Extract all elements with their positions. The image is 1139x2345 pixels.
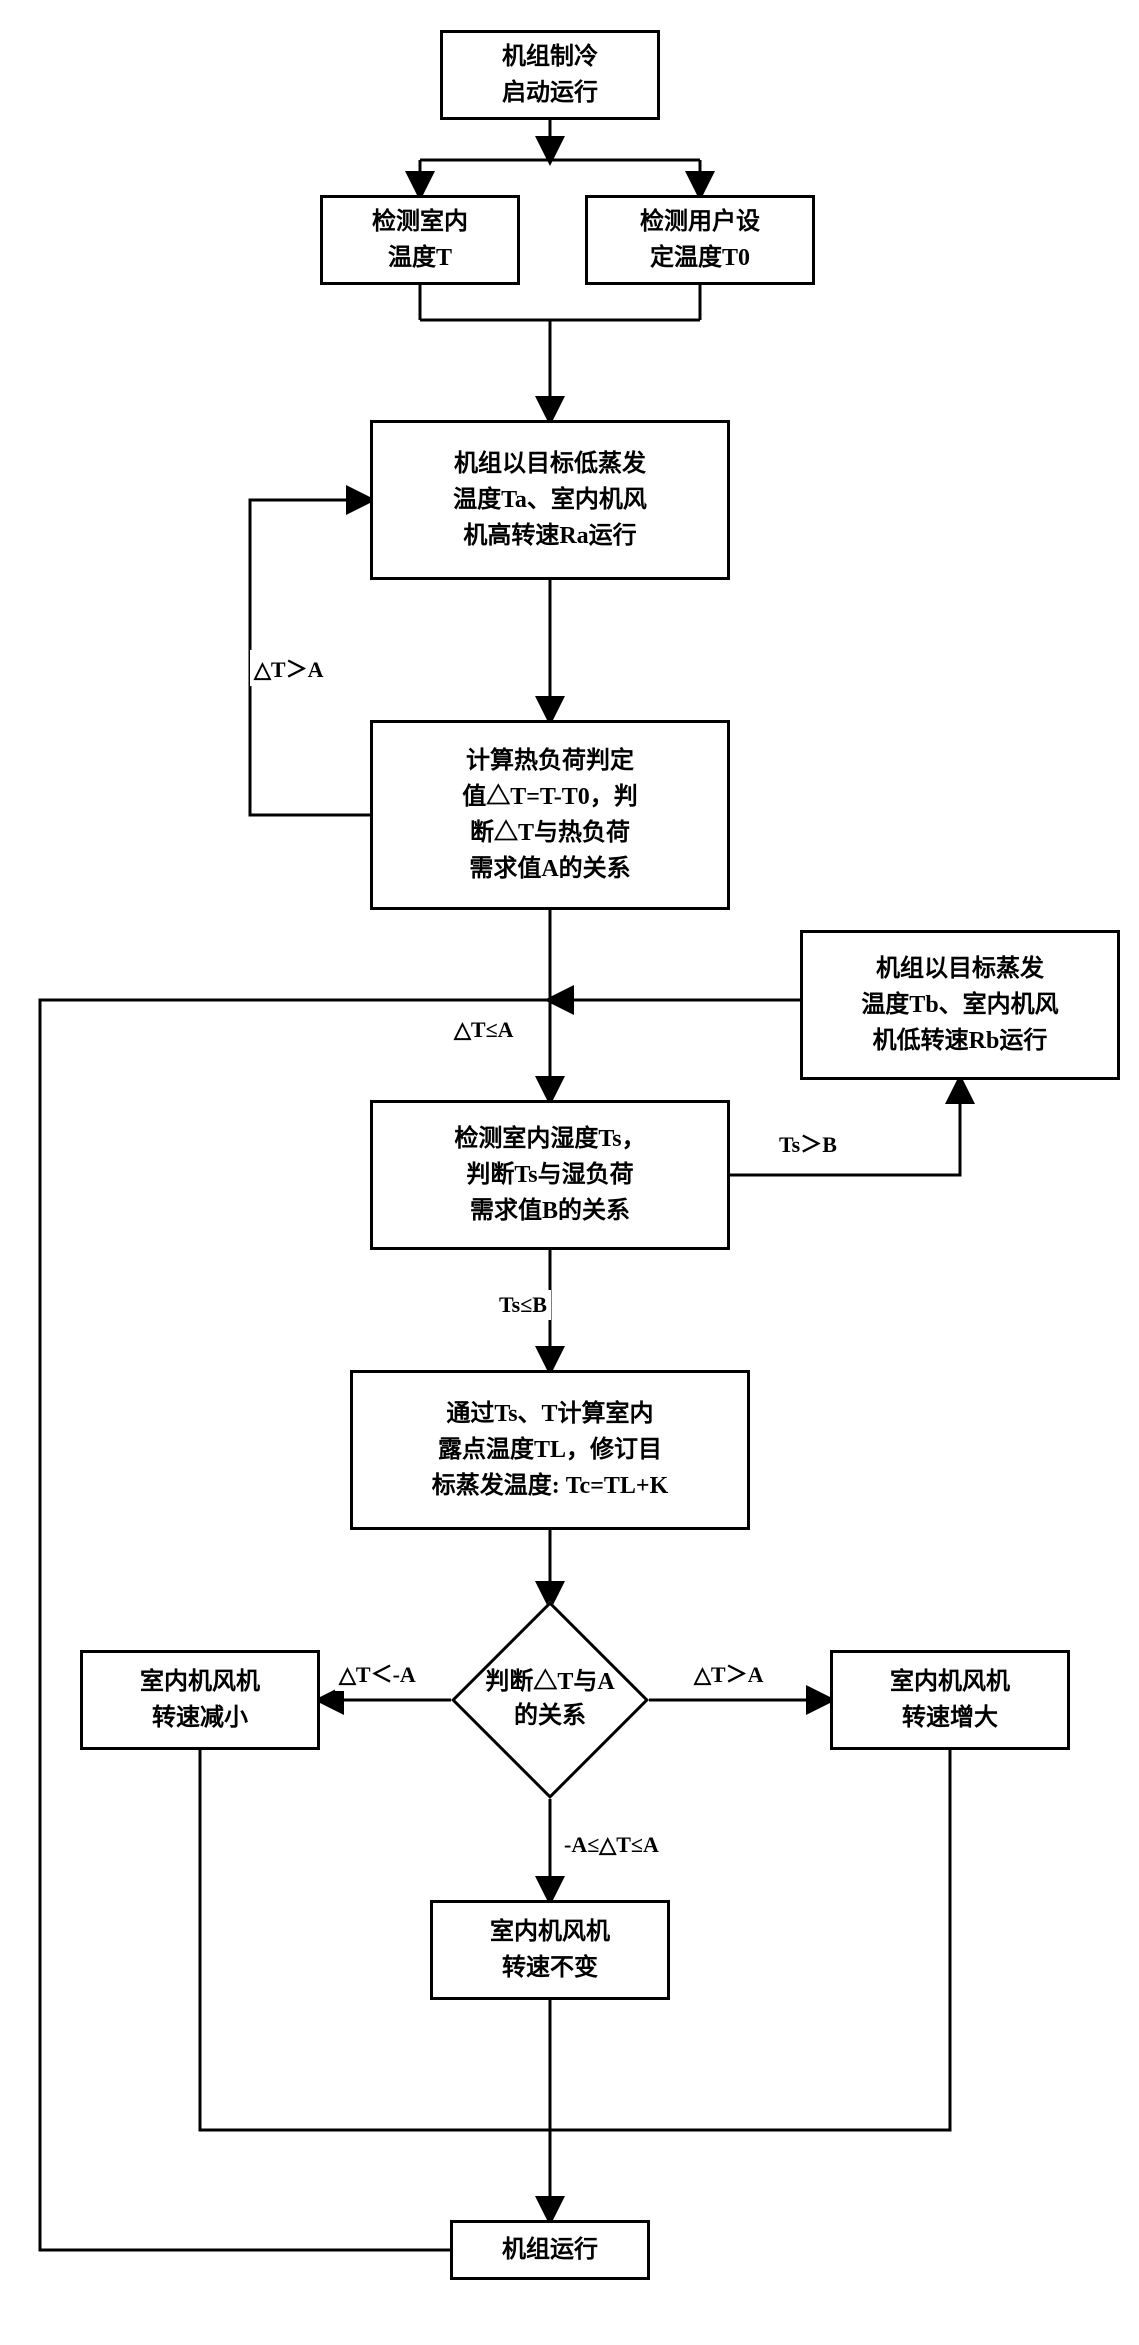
fan-increase-label: 室内机风机转速增大 bbox=[890, 1664, 1010, 1736]
fan-decrease-label: 室内机风机转速减小 bbox=[140, 1664, 260, 1736]
detect-t-label: 检测室内温度T bbox=[372, 204, 468, 276]
detect-t0-label: 检测用户设定温度T0 bbox=[640, 204, 760, 276]
fan-decrease-node: 室内机风机转速减小 bbox=[80, 1650, 320, 1750]
fan-unchanged-label: 室内机风机转速不变 bbox=[490, 1914, 610, 1986]
fan-increase-node: 室内机风机转速增大 bbox=[830, 1650, 1070, 1750]
calc-dewpoint-label: 通过Ts、T计算室内露点温度TL，修订目标蒸发温度: Tc=TL+K bbox=[432, 1396, 668, 1504]
edge-label-ts-le-b: Ts≤B bbox=[495, 1290, 551, 1320]
fan-unchanged-node: 室内机风机转速不变 bbox=[430, 1900, 670, 2000]
edge-label-ts-gt-b: Ts＞B bbox=[775, 1125, 841, 1161]
edge-label-dt-gt-a-right: △T＞A bbox=[690, 1655, 767, 1691]
detect-t0-node: 检测用户设定温度T0 bbox=[585, 195, 815, 285]
detect-humidity-node: 检测室内湿度Ts，判断Ts与湿负荷需求值B的关系 bbox=[370, 1100, 730, 1250]
start-node: 机组制冷启动运行 bbox=[440, 30, 660, 120]
detect-t-node: 检测室内温度T bbox=[320, 195, 520, 285]
run-ta-ra-node: 机组以目标低蒸发温度Ta、室内机风机高转速Ra运行 bbox=[370, 420, 730, 580]
edge-label-dt-le-a: △T≤A bbox=[450, 1015, 518, 1045]
calc-dt-label: 计算热负荷判定值△T=T-T0，判断△T与热负荷需求值A的关系 bbox=[462, 743, 638, 887]
calc-dt-node: 计算热负荷判定值△T=T-T0，判断△T与热负荷需求值A的关系 bbox=[370, 720, 730, 910]
detect-humidity-label: 检测室内湿度Ts，判断Ts与湿负荷需求值B的关系 bbox=[454, 1121, 645, 1229]
edge-label-dt-lt-nega: △T＜-A bbox=[335, 1655, 420, 1691]
run-unit-label: 机组运行 bbox=[502, 2232, 598, 2268]
calc-dewpoint-node: 通过Ts、T计算室内露点温度TL，修订目标蒸发温度: Tc=TL+K bbox=[350, 1370, 750, 1530]
run-tb-rb-node: 机组以目标蒸发温度Tb、室内机风机低转速Rb运行 bbox=[800, 930, 1120, 1080]
run-tb-rb-label: 机组以目标蒸发温度Tb、室内机风机低转速Rb运行 bbox=[861, 951, 1058, 1059]
edge-label-dt-between: -A≤△T≤A bbox=[560, 1830, 663, 1860]
edge-label-dt-gt-a-loop: △T＞A bbox=[250, 650, 327, 686]
run-unit-node: 机组运行 bbox=[450, 2220, 650, 2280]
decision-diamond-shape bbox=[451, 1601, 649, 1799]
run-ta-ra-label: 机组以目标低蒸发温度Ta、室内机风机高转速Ra运行 bbox=[453, 446, 647, 554]
start-node-label: 机组制冷启动运行 bbox=[502, 39, 598, 111]
